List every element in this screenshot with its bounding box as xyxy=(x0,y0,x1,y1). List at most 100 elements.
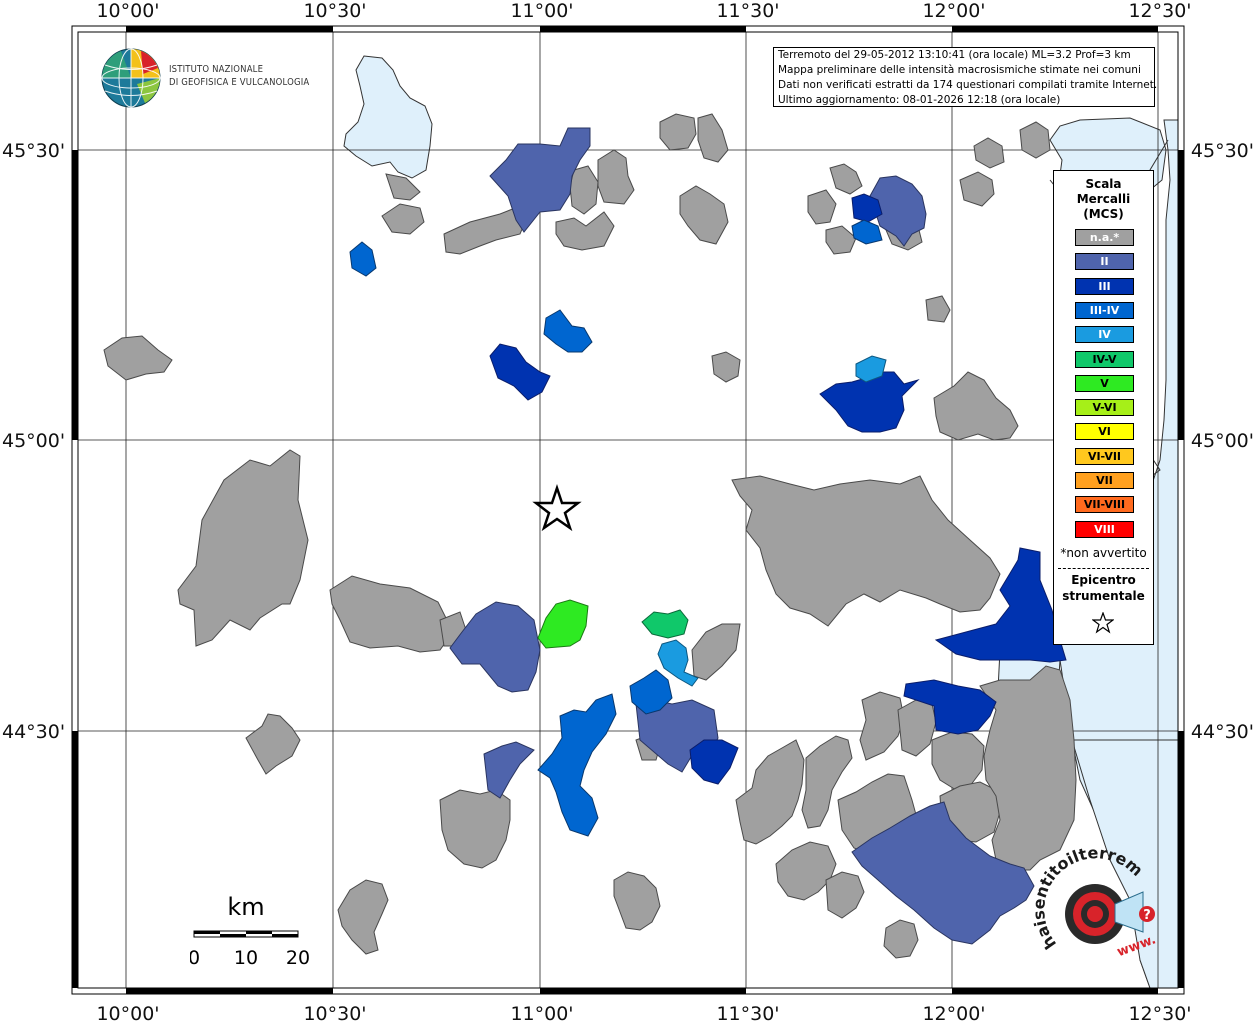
info-line-4: Ultimo aggiornamento: 08-01-2026 12:18 (… xyxy=(778,94,1061,106)
legend-item: V xyxy=(1075,374,1134,392)
legend-item: II xyxy=(1075,253,1134,271)
municipality xyxy=(337,879,389,955)
municipality xyxy=(329,575,451,653)
left-label: 44°30' xyxy=(2,721,65,743)
municipality xyxy=(807,189,837,225)
ingv-logo-globe xyxy=(101,48,161,108)
municipality xyxy=(489,343,551,401)
legend-item: n.a.* xyxy=(1075,229,1134,246)
scale-tick-20: 20 xyxy=(286,947,310,969)
municipality xyxy=(959,171,995,207)
top-label: 12°00' xyxy=(922,0,985,22)
bottom-label: 12°00' xyxy=(922,1003,985,1024)
municipality xyxy=(483,741,535,799)
municipality xyxy=(659,113,697,151)
top-label: 11°30' xyxy=(716,0,779,22)
municipality xyxy=(851,193,883,223)
municipalities-iii-iv xyxy=(349,219,883,837)
municipality xyxy=(245,713,301,775)
municipality xyxy=(629,669,673,715)
legend-item: III-IV xyxy=(1075,301,1134,319)
municipality xyxy=(819,371,920,433)
bottom-label: 12°30' xyxy=(1128,1003,1191,1024)
municipality xyxy=(537,599,589,649)
legend-item: VIII xyxy=(1075,520,1134,538)
municipalities-na xyxy=(103,113,1077,959)
ingv-logo-text: ISTITUTO NAZIONALE DI GEOFISICA E VULCAN… xyxy=(169,63,309,89)
municipality xyxy=(1019,121,1051,159)
municipality xyxy=(697,113,729,163)
municipality xyxy=(903,679,997,735)
scale-bar-graphic: km 0 10 20 xyxy=(188,893,310,969)
info-line-2: Mappa preliminare delle intensità macros… xyxy=(778,64,1141,76)
municipalities-iv-v xyxy=(641,609,689,639)
top-label: 11°00' xyxy=(510,0,573,22)
event-info-box: Terremoto del 29-05-2012 13:10:41 (ora l… xyxy=(773,47,1158,107)
municipality xyxy=(103,335,173,381)
municipalities-iii xyxy=(489,193,1067,785)
legend-item: III xyxy=(1075,277,1134,295)
municipality xyxy=(735,739,805,845)
municipality xyxy=(679,185,729,245)
bottom-label: 11°00' xyxy=(510,1003,573,1024)
top-label: 12°30' xyxy=(1128,0,1191,22)
municipality xyxy=(825,871,865,919)
logo-line-2: DI GEOFISICA E VULCANOLOGIA xyxy=(169,77,310,88)
left-label: 45°00' xyxy=(2,430,65,452)
municipality xyxy=(597,149,635,205)
municipality xyxy=(859,691,905,761)
legend-item: VI xyxy=(1075,423,1134,441)
municipality xyxy=(381,203,425,235)
municipality xyxy=(543,309,593,353)
epicenter-star xyxy=(532,484,582,532)
municipality xyxy=(613,871,661,931)
municipality xyxy=(934,547,1067,663)
municipality xyxy=(641,609,689,639)
municipality xyxy=(933,371,1019,441)
legend-epicenter-1: Epicentro xyxy=(1071,573,1136,587)
info-line-3: Dati non verificati estratti da 174 ques… xyxy=(778,79,1158,91)
municipality xyxy=(177,449,309,647)
right-label: 44°30' xyxy=(1191,721,1254,743)
legend-epicenter-label: Epicentro strumentale xyxy=(1054,572,1153,604)
municipality xyxy=(555,211,615,251)
left-label: 45°30' xyxy=(2,140,65,162)
info-line-1: Terremoto del 29-05-2012 13:10:41 (ora l… xyxy=(778,49,1131,61)
badge-question: ? xyxy=(1143,908,1151,923)
legend-title-2: Mercalli xyxy=(1076,192,1131,206)
legend-item: IV-V xyxy=(1075,350,1134,368)
municipality xyxy=(851,801,1035,945)
legend-note: *non avvertito xyxy=(1060,546,1147,560)
municipality xyxy=(869,175,927,247)
municipality xyxy=(883,919,919,959)
right-label: 45°00' xyxy=(1191,430,1254,452)
lake-garda xyxy=(343,55,433,179)
legend-item: IV xyxy=(1075,326,1134,344)
legend-title: Scala Mercalli (MCS) xyxy=(1054,177,1153,222)
municipality xyxy=(801,735,853,829)
legend-separator xyxy=(1058,568,1149,569)
scale-tick-0: 0 xyxy=(190,947,200,969)
legend-title-1: Scala xyxy=(1085,177,1122,191)
municipality xyxy=(825,225,857,255)
legend-item: VII-VIII xyxy=(1075,496,1134,514)
municipality xyxy=(711,351,741,383)
municipality xyxy=(855,355,887,383)
municipality xyxy=(851,219,883,245)
bottom-label: 10°30' xyxy=(303,1003,366,1024)
municipality xyxy=(731,475,1001,627)
legend-star-icon xyxy=(1092,612,1114,634)
municipality xyxy=(449,601,541,693)
top-label: 10°30' xyxy=(303,0,366,22)
legend-item: VII xyxy=(1075,472,1134,489)
bottom-label: 11°30' xyxy=(716,1003,779,1024)
municipality xyxy=(439,789,511,869)
municipalities-v xyxy=(537,599,589,649)
municipality xyxy=(489,127,591,233)
scale-bar: km 0 10 20 xyxy=(188,890,315,980)
municipality xyxy=(349,241,377,277)
legend-item: V-VI xyxy=(1075,399,1134,417)
municipalities-iv xyxy=(657,355,887,687)
top-label: 10°00' xyxy=(96,0,159,22)
